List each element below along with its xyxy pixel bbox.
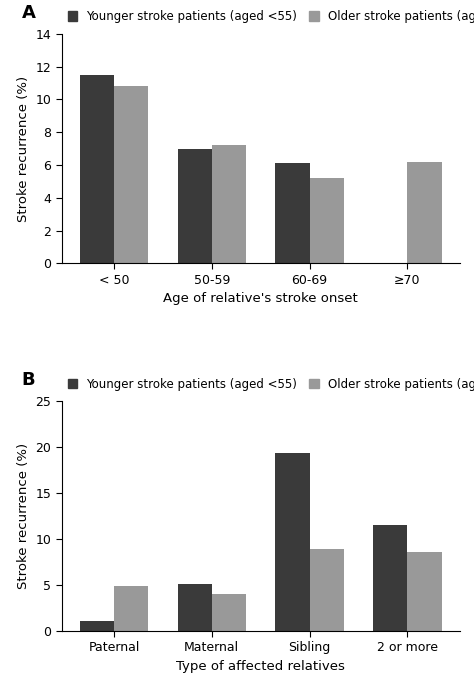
Bar bbox=[178, 584, 212, 631]
Text: B: B bbox=[22, 372, 36, 389]
Bar bbox=[212, 145, 246, 263]
Bar bbox=[275, 163, 310, 263]
Bar bbox=[310, 178, 344, 263]
Legend: Younger stroke patients (aged <55), Older stroke patients (aged ≥55): Younger stroke patients (aged <55), Olde… bbox=[67, 10, 474, 24]
Legend: Younger stroke patients (aged <55), Older stroke patients (aged ≥55): Younger stroke patients (aged <55), Olde… bbox=[67, 378, 474, 391]
Bar bbox=[275, 454, 310, 631]
Y-axis label: Stroke recurrence (%): Stroke recurrence (%) bbox=[17, 443, 30, 589]
Bar bbox=[114, 86, 148, 263]
Bar bbox=[178, 148, 212, 263]
Bar bbox=[310, 549, 344, 631]
Text: A: A bbox=[22, 4, 36, 22]
X-axis label: Age of relative's stroke onset: Age of relative's stroke onset bbox=[164, 292, 358, 305]
Bar bbox=[408, 552, 442, 631]
Bar bbox=[408, 162, 442, 263]
Bar bbox=[373, 525, 408, 631]
X-axis label: Type of affected relatives: Type of affected relatives bbox=[176, 660, 345, 673]
Y-axis label: Stroke recurrence (%): Stroke recurrence (%) bbox=[17, 75, 30, 222]
Bar bbox=[80, 621, 114, 631]
Bar bbox=[212, 594, 246, 631]
Bar bbox=[114, 586, 148, 631]
Bar bbox=[80, 75, 114, 263]
